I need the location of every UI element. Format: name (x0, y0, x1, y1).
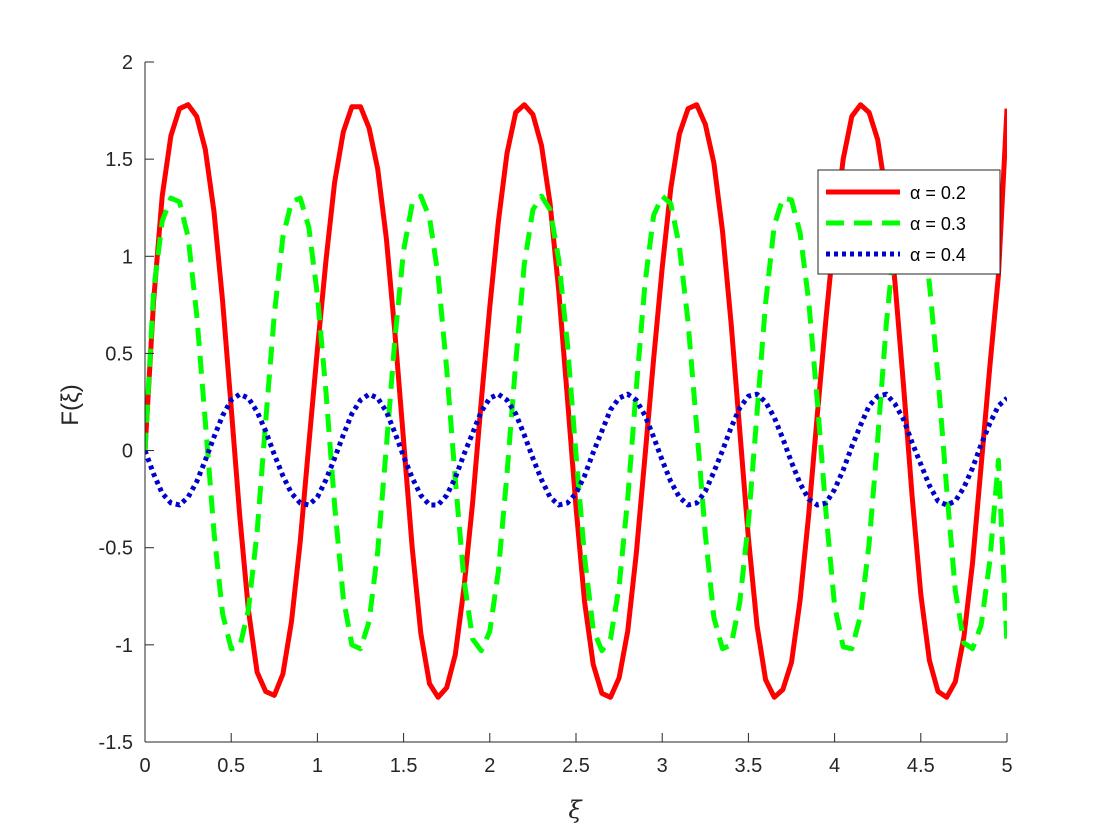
y-tick-label: 0.5 (105, 343, 133, 365)
x-tick-label: 0 (139, 755, 150, 777)
x-tick-label: 4.5 (907, 755, 935, 777)
y-tick-label: -1.5 (99, 732, 133, 754)
x-tick-label: 2 (484, 755, 495, 777)
x-tick-label: 5 (1001, 755, 1012, 777)
legend-label-2: α = 0.3 (910, 214, 966, 234)
series-line-3 (145, 391, 1007, 508)
y-tick-label: 1 (122, 246, 133, 268)
legend: α = 0.2 α = 0.3 α = 0.4 (817, 169, 1001, 275)
legend-label-1: α = 0.2 (910, 183, 966, 203)
series-line-2 (145, 193, 1007, 654)
axes: 0 0.5 1 1.5 2 2.5 3 3.5 4 4.5 5 -1.5 -1 -0.5 0 0.5 1 1.5 2 (99, 52, 1013, 777)
y-axis-label: F(ξ) (57, 384, 84, 425)
y-tick-label: 1.5 (105, 149, 133, 171)
x-tick-label: 0.5 (217, 755, 245, 777)
legend-box (817, 169, 1001, 275)
x-tick-label: 2.5 (562, 755, 590, 777)
x-tick-label: 3 (657, 755, 668, 777)
x-tick-label: 4 (829, 755, 840, 777)
series-line-1 (145, 102, 1007, 700)
y-tick-label: -1 (115, 635, 133, 657)
y-tick-label: -0.5 (99, 538, 133, 560)
x-tick-label: 1 (312, 755, 323, 777)
x-tick-label: 3.5 (734, 755, 762, 777)
y-tick-label: 2 (122, 52, 133, 74)
x-tick-label: 1.5 (390, 755, 418, 777)
x-axis-label: ξ (568, 796, 583, 824)
y-tick-label: 0 (122, 441, 133, 463)
legend-label-3: α = 0.4 (910, 245, 966, 265)
plot-area (145, 102, 1007, 700)
